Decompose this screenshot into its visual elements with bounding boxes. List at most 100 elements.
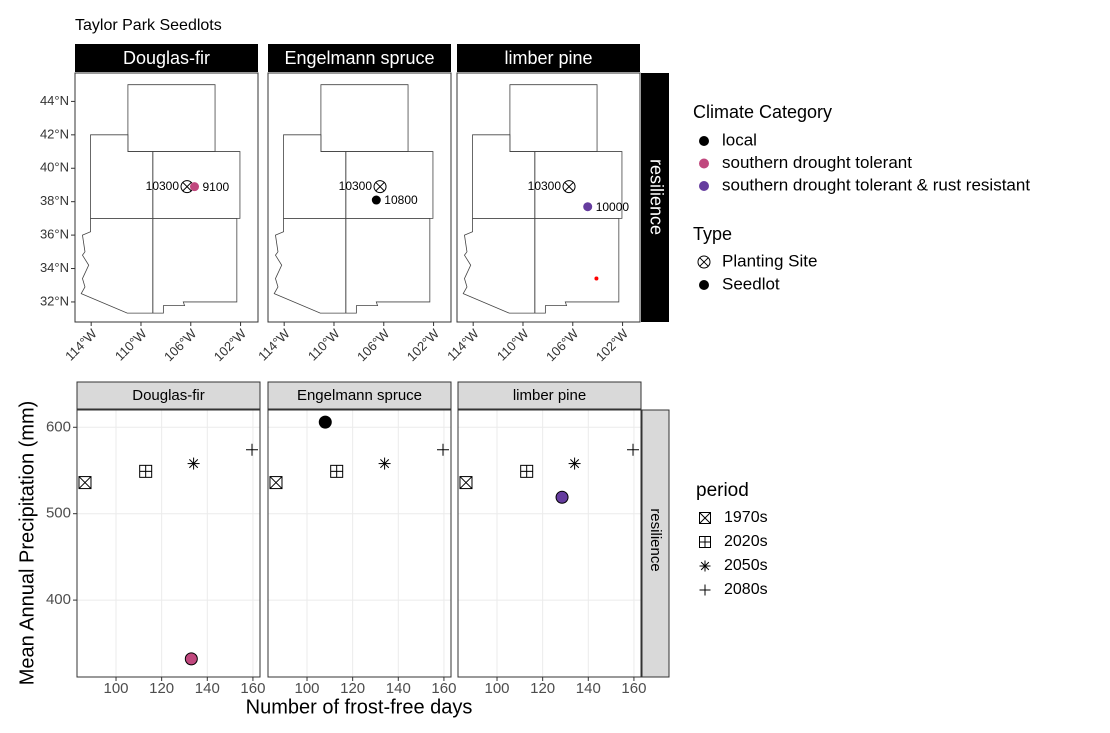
symbol-outline xyxy=(373,180,387,194)
period-point xyxy=(330,464,344,478)
seedlot xyxy=(318,415,332,429)
y-tick-label: 600 xyxy=(46,418,71,435)
symbol-stroke xyxy=(699,512,711,524)
panel xyxy=(77,410,260,677)
seedlot xyxy=(371,195,381,205)
period-point xyxy=(246,443,259,456)
x-tick-label: 114°W xyxy=(444,325,482,363)
legend-label: 2020s xyxy=(724,533,768,550)
strip-header xyxy=(268,44,451,72)
x-tick-label: 100 xyxy=(485,680,510,697)
strip-label: limber pine xyxy=(504,48,592,68)
strip-label: limber pine xyxy=(513,387,586,404)
period-point xyxy=(437,443,450,456)
symbol-outline xyxy=(562,180,576,194)
y-tick-label: 34°N xyxy=(40,260,69,275)
period-point xyxy=(78,476,92,490)
x-tick-label: 100 xyxy=(104,680,129,697)
x-tick-label: 160 xyxy=(240,680,265,697)
symbol-outline xyxy=(697,255,711,269)
y-tick-label: 40°N xyxy=(40,160,69,175)
panel xyxy=(268,410,451,677)
strip-header xyxy=(76,381,261,410)
site-label: 10300 xyxy=(339,179,373,193)
legend-key xyxy=(699,584,711,596)
panel xyxy=(74,72,259,323)
legend-key xyxy=(699,280,709,290)
x-tick-label: 140 xyxy=(195,680,220,697)
figure-title: Taylor Park Seedlots xyxy=(75,17,222,34)
x-tick-label: 110°W xyxy=(112,325,150,363)
period-point xyxy=(459,476,473,490)
site-label: 10300 xyxy=(528,179,562,193)
symbol-stroke xyxy=(380,459,390,469)
strip-right xyxy=(641,73,669,322)
strip-header xyxy=(457,381,642,410)
strip-right-label: resilience xyxy=(647,508,664,571)
legend-label: 1970s xyxy=(724,509,768,526)
symbol-stroke xyxy=(375,182,385,192)
legend-key xyxy=(699,512,711,524)
symbol-stroke xyxy=(459,476,473,489)
period-point xyxy=(568,457,581,470)
legend-title: period xyxy=(696,480,749,501)
panel-border xyxy=(457,409,642,678)
panel xyxy=(267,72,452,323)
symbol-outline xyxy=(269,476,283,490)
x-tick-label: 120 xyxy=(530,680,555,697)
period-point xyxy=(187,457,200,470)
seedlot-label: 10800 xyxy=(384,193,418,207)
legend-key xyxy=(699,158,709,169)
strip-label: Douglas-fir xyxy=(123,48,210,68)
site-label: 10300 xyxy=(146,179,180,193)
x-tick-label: 110°W xyxy=(494,325,532,363)
planting-site xyxy=(562,180,576,194)
symbol-stroke xyxy=(570,459,580,469)
symbol-stroke xyxy=(700,561,710,571)
symbol-stroke xyxy=(189,459,199,469)
x-tick-label: 114°W xyxy=(255,325,293,363)
symbol-stroke xyxy=(182,182,192,192)
period-point xyxy=(269,476,283,490)
x-tick-label: 102°W xyxy=(593,325,632,364)
period-point xyxy=(378,457,391,470)
seedlot xyxy=(583,202,593,212)
planting-site xyxy=(373,180,387,194)
period-point xyxy=(139,464,153,478)
legend-key xyxy=(699,536,711,548)
symbol-stroke xyxy=(78,476,92,489)
x-tick-label: 106°W xyxy=(543,325,582,364)
legend-key xyxy=(699,560,711,572)
symbol-stroke xyxy=(699,257,709,267)
legend-label: southern drought tolerant & rust resista… xyxy=(722,175,1030,194)
x-tick-label: 120 xyxy=(149,680,174,697)
strip-label: Engelmann spruce xyxy=(297,387,422,404)
legend-label: Seedlot xyxy=(722,274,780,293)
seedlot xyxy=(555,490,569,504)
state-outline xyxy=(534,217,620,314)
x-tick-label: 110°W xyxy=(305,325,343,363)
x-tick-label: 100 xyxy=(295,680,320,697)
panel-border xyxy=(267,409,452,678)
legend-label: local xyxy=(722,130,757,149)
y-tick-label: 500 xyxy=(46,505,71,522)
y-tick-label: 38°N xyxy=(40,193,69,208)
seedlot xyxy=(190,182,200,192)
symbol-stroke xyxy=(564,182,574,192)
legend-label: 2050s xyxy=(724,557,768,574)
x-tick-label: 102°W xyxy=(211,325,250,364)
legend-label: 2080s xyxy=(724,581,768,598)
y-tick-label: 36°N xyxy=(40,227,69,242)
period-point xyxy=(627,443,640,456)
legend-label: southern drought tolerant xyxy=(722,153,912,172)
panel-border xyxy=(76,409,261,678)
x-tick-label: 102°W xyxy=(404,325,443,364)
legend-label: Planting Site xyxy=(722,251,817,270)
strip-header xyxy=(457,44,640,72)
strip-right-label: resilience xyxy=(646,159,666,235)
seedlot xyxy=(184,652,198,666)
legend-key xyxy=(699,181,709,191)
strip-header xyxy=(75,44,258,72)
